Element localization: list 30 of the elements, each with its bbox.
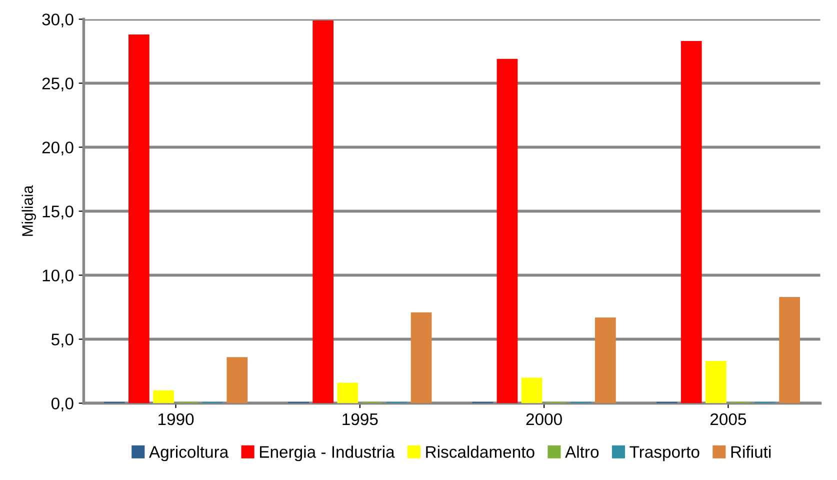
y-axis-title: Migliaia <box>22 185 36 236</box>
bar <box>312 20 334 404</box>
bar <box>337 382 358 404</box>
x-tick-label: 1995 <box>342 413 378 426</box>
y-tick-label: 5,0 <box>51 334 74 348</box>
y-tick-label: 20,0 <box>42 142 74 156</box>
y-tick-label: 25,0 <box>42 78 74 92</box>
bar <box>779 296 800 404</box>
bar <box>153 390 174 404</box>
y-tick-label: 15,0 <box>42 206 74 220</box>
legend-label: Rifiuti <box>731 446 771 458</box>
bar <box>680 40 702 404</box>
x-tick-label: 2000 <box>526 413 562 426</box>
bar <box>496 58 518 404</box>
legend-label: Riscaldamento <box>426 446 534 458</box>
bar <box>410 312 432 404</box>
legend-label: Energia - Industria <box>260 446 395 462</box>
bar <box>594 317 616 404</box>
y-tick-label: 10,0 <box>42 270 74 284</box>
bar <box>521 378 542 404</box>
y-tick-label: 30,0 <box>42 14 74 28</box>
bar <box>705 360 726 404</box>
bar <box>128 34 150 404</box>
legend-label: Altro <box>565 446 599 458</box>
x-tick-label: 2005 <box>710 413 746 426</box>
legend-label: Trasporto <box>630 446 700 462</box>
y-tick-label: 0,0 <box>51 398 74 412</box>
x-tick-label: 1990 <box>158 413 194 426</box>
bar <box>226 357 248 404</box>
legend-label: Agricoltura <box>149 446 229 462</box>
